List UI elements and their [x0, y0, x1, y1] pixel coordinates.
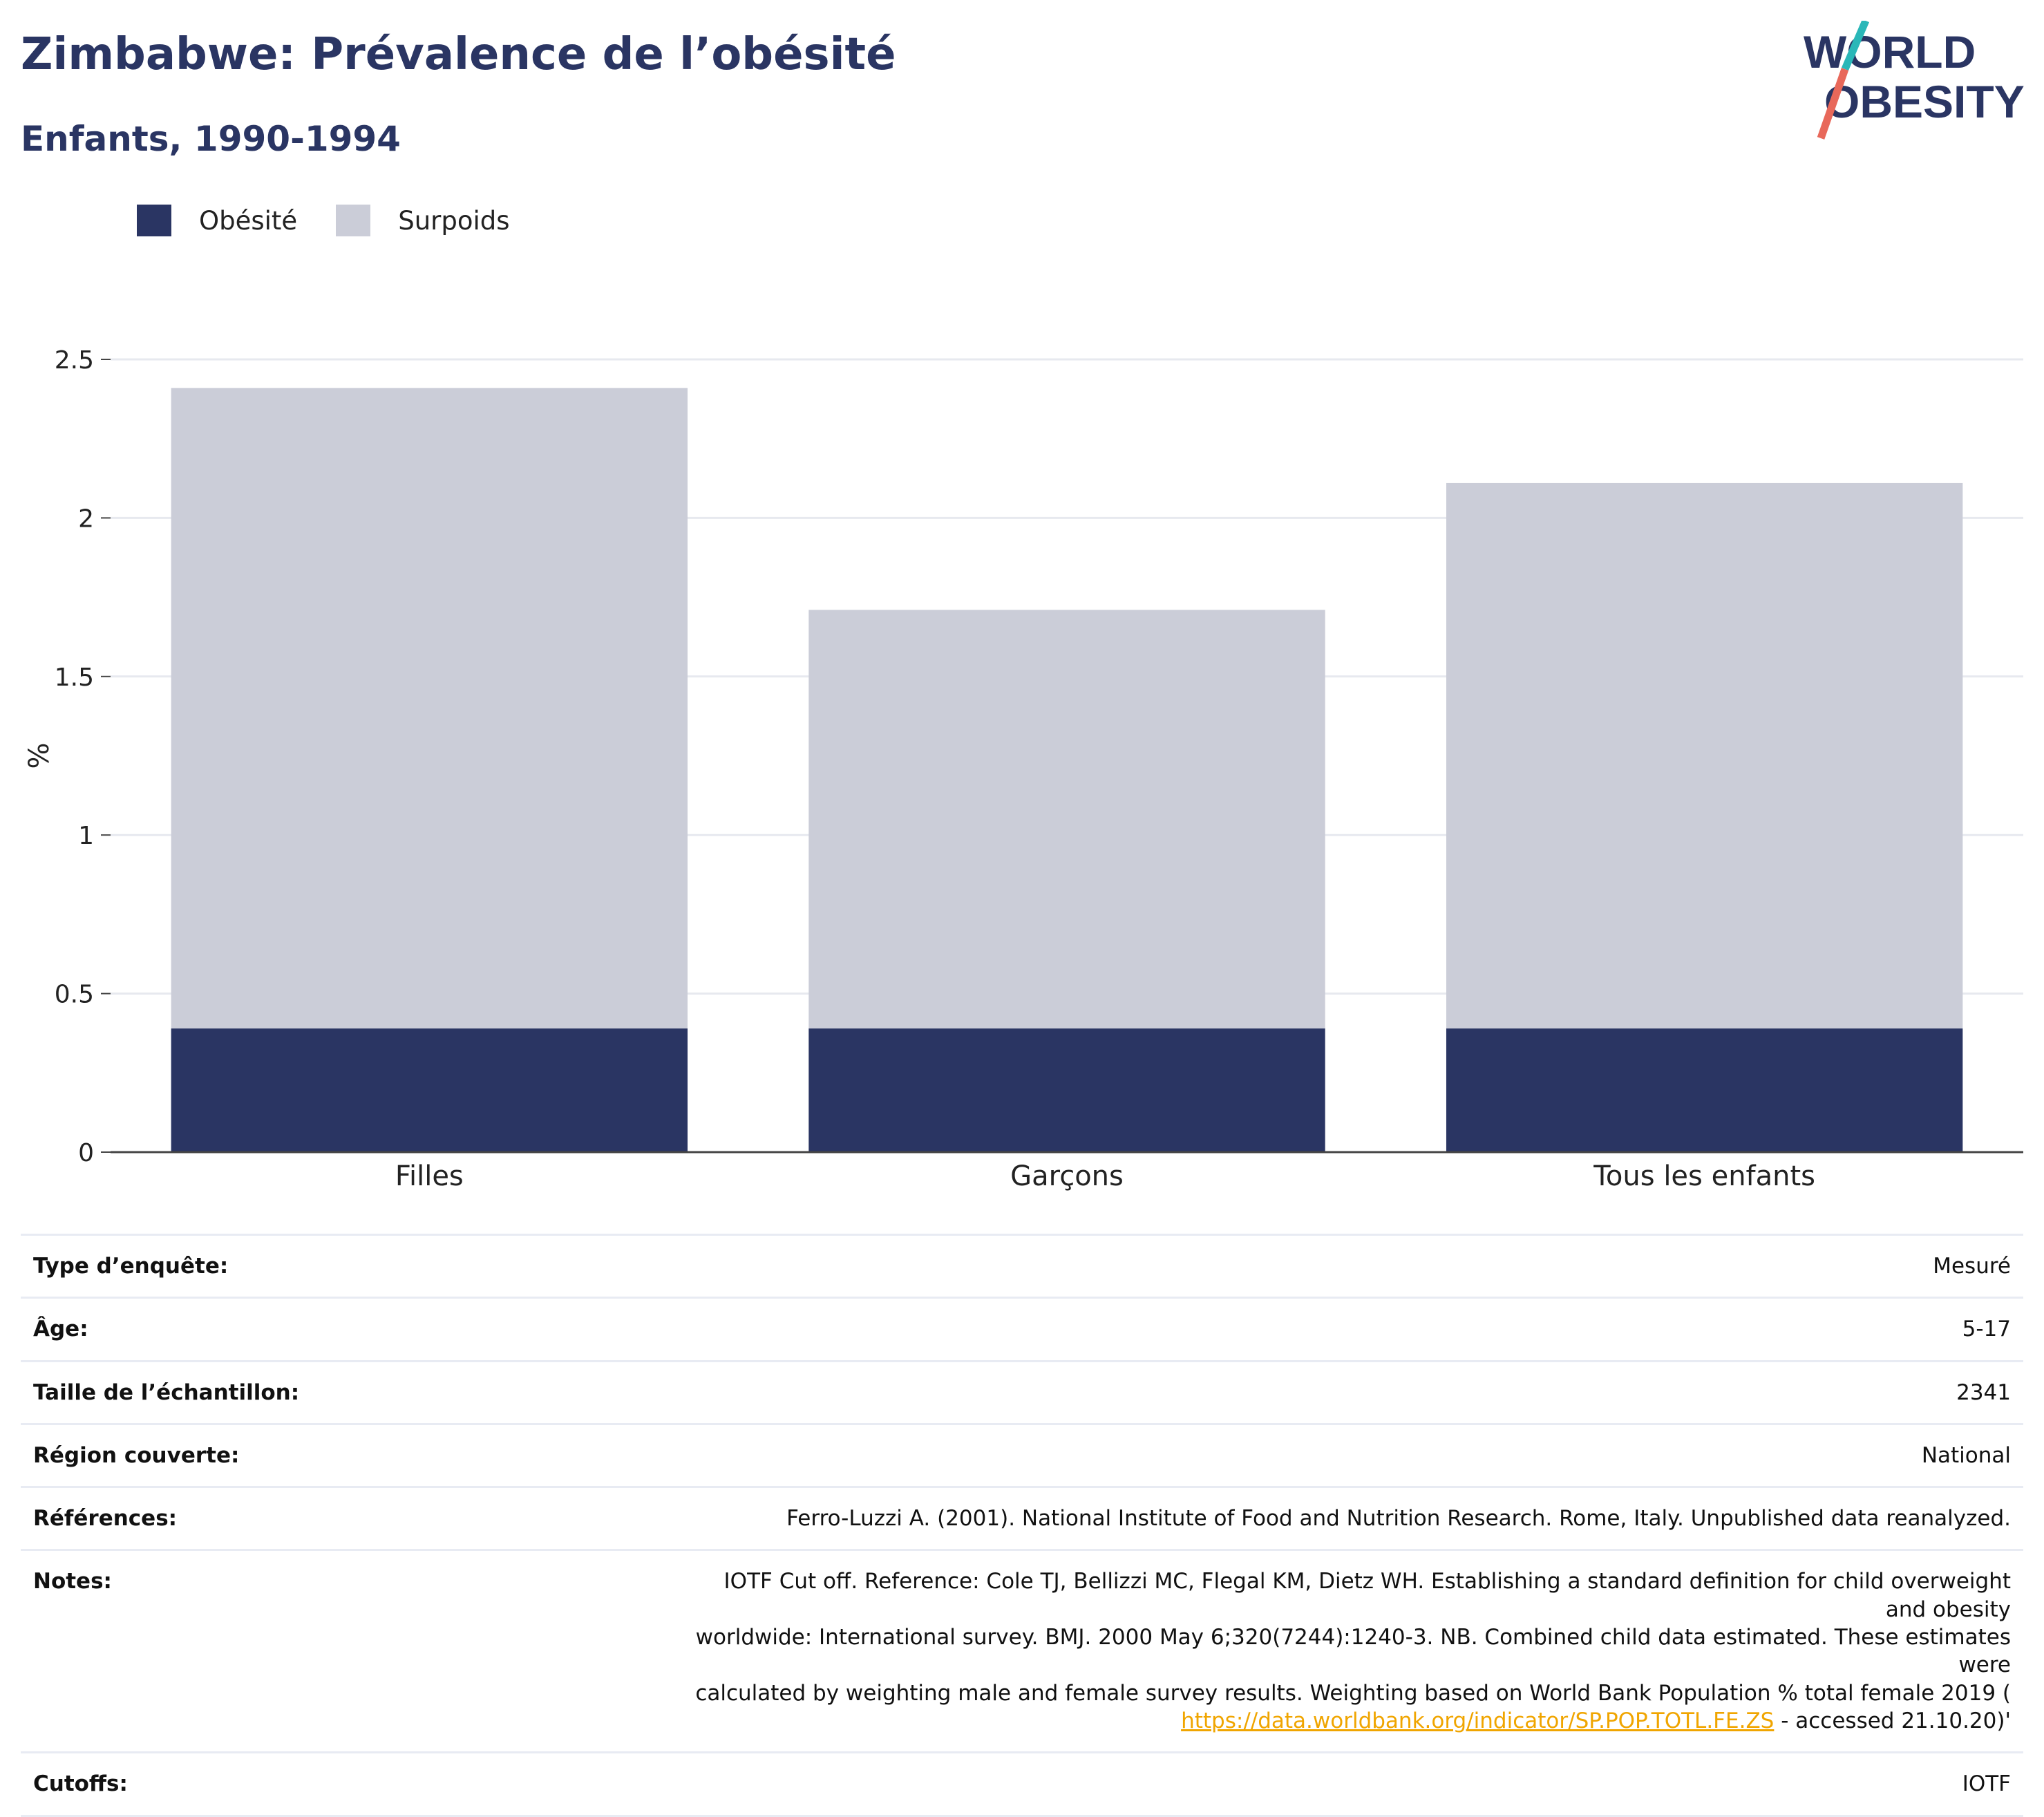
info-row-sample-size: Taille de l’échantillon: 2341 — [21, 1359, 2023, 1424]
bar-ob-sit--2 — [1446, 1028, 1963, 1152]
bar-surpoids-1 — [808, 610, 1325, 1029]
y-tick-label: 2 — [78, 505, 94, 533]
legend-swatch-obesite — [137, 205, 171, 236]
bar-ob-sit--1 — [808, 1028, 1325, 1152]
info-label: Région couverte: — [21, 1422, 668, 1487]
notes-after-link: - accessed 21.10.20)' — [1774, 1708, 2011, 1733]
info-label: Taille de l’échantillon: — [21, 1359, 668, 1424]
info-row-cutoffs: Cutoffs: IOTF — [21, 1751, 2023, 1817]
y-tick-label: 0.5 — [55, 981, 94, 1009]
info-value: 2341 — [668, 1359, 2023, 1424]
x-category-label: Garçons — [1010, 1160, 1124, 1192]
info-label: Notes: — [21, 1549, 668, 1753]
worldbank-link[interactable]: https://data.worldbank.org/indicator/SP.… — [1181, 1708, 1775, 1733]
info-value: 5-17 — [668, 1297, 2023, 1362]
world-obesity-logo: WORLD OBESITY — [1804, 19, 2032, 145]
notes-line-2: worldwide: International survey. BMJ. 20… — [695, 1625, 2011, 1678]
legend-item-surpoids[interactable]: Surpoids — [336, 205, 510, 236]
logo-slash-bottom — [1817, 68, 1849, 140]
chart-title: Zimbabwe: Prévalence de l’obésité — [21, 29, 896, 80]
notes-line-1: IOTF Cut off. Reference: Cole TJ, Belliz… — [723, 1569, 2011, 1622]
bar-ob-sit--0 — [171, 1028, 688, 1152]
info-value: Ferro-Luzzi A. (2001). National Institut… — [668, 1486, 2023, 1550]
legend-label-surpoids: Surpoids — [398, 205, 510, 236]
logo-slash-top — [1841, 19, 1870, 71]
info-value: IOTF — [668, 1751, 2023, 1817]
info-label: Cutoffs: — [21, 1751, 668, 1817]
bar-chart: 0 0.5 1 1.5 2 2.5% Filles Garçons Tous les enfan… — [23, 346, 2023, 1192]
info-row-region: Région couverte: National — [21, 1422, 2023, 1487]
info-row-age: Âge: 5-17 — [21, 1297, 2023, 1362]
info-value: National — [668, 1422, 2023, 1487]
y-tick-label: 0 — [78, 1139, 94, 1167]
legend-swatch-surpoids — [336, 205, 371, 236]
info-label: Âge: — [21, 1297, 668, 1362]
notes-value: IOTF Cut off. Reference: Cole TJ, Belliz… — [668, 1549, 2023, 1753]
info-row-notes: Notes: IOTF Cut off. Reference: Cole TJ,… — [21, 1549, 2023, 1753]
info-label: Type d’enquête: — [21, 1233, 668, 1298]
info-label: Références: — [21, 1486, 668, 1550]
x-category-label: Filles — [395, 1160, 464, 1192]
info-row-type: Type d’enquête: Mesuré — [21, 1233, 2023, 1298]
bar-surpoids-2 — [1446, 482, 1963, 1029]
chart-subtitle: Enfants, 1990-1994 — [21, 119, 401, 159]
y-tick-label: 1 — [78, 822, 94, 850]
legend-label-obesite: Obésité — [199, 205, 298, 236]
bar-surpoids-0 — [171, 388, 688, 1029]
info-value: Mesuré — [668, 1233, 2023, 1298]
logo-line2: OBESITY — [1824, 76, 2025, 127]
legend-item-obesite[interactable]: Obésité — [137, 205, 297, 236]
chart-legend: Obésité Surpoids — [137, 205, 549, 236]
y-tick-label: 2.5 — [55, 346, 94, 375]
y-axis-title: % — [23, 742, 55, 769]
notes-line-3: calculated by weighting male and female … — [695, 1680, 2011, 1706]
x-category-label: Tous les enfants — [1593, 1160, 1815, 1192]
survey-info-table: Type d’enquête: Mesuré Âge: 5-17 Taille … — [21, 1233, 2023, 1817]
logo-line1: WORLD — [1804, 26, 1976, 77]
y-tick-label: 1.5 — [55, 663, 94, 692]
info-row-references: Références: Ferro-Luzzi A. (2001). Natio… — [21, 1486, 2023, 1550]
